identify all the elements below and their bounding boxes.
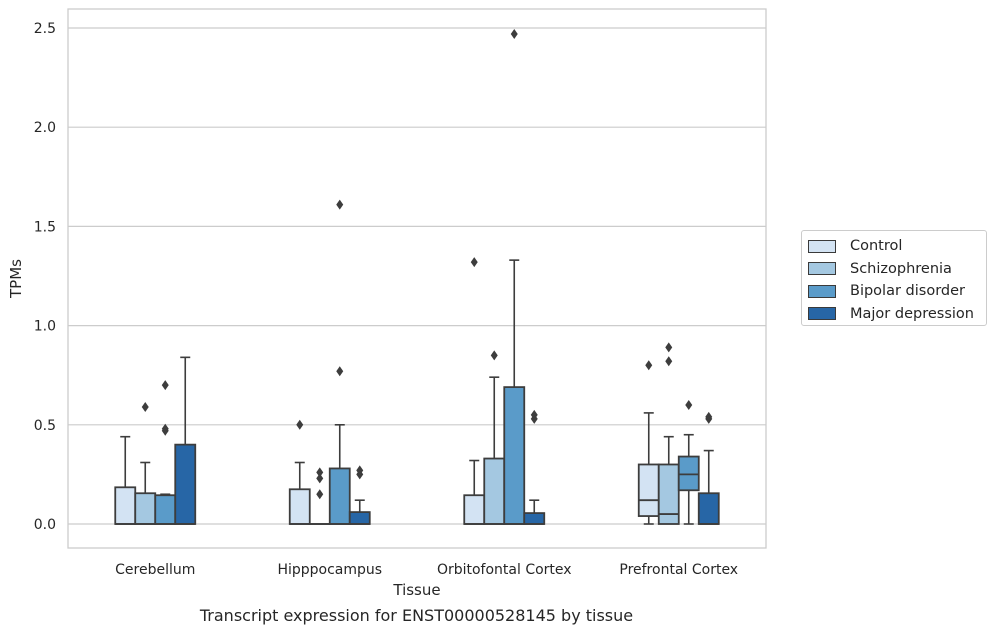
y-axis-label: TPMs <box>7 259 25 299</box>
box-group <box>697 411 720 525</box>
gridlines <box>68 27 766 525</box>
outlier-point <box>470 257 478 268</box>
y-tick-label: 0.0 <box>34 517 56 533</box>
box-group <box>523 409 546 525</box>
outlier-point <box>316 489 324 500</box>
box <box>328 467 351 525</box>
legend-item-schizophrenia: Schizophrenia <box>808 258 986 281</box>
box <box>134 492 157 525</box>
x-tick-label: Cerebellum <box>115 562 195 578</box>
box-group <box>503 28 526 525</box>
legend-label-major-depression: Major depression <box>850 305 974 322</box>
outlier-point <box>665 356 673 367</box>
box <box>677 455 700 492</box>
legend-label-bipolar: Bipolar disorder <box>850 283 965 300</box>
box <box>114 486 137 525</box>
box-group <box>637 360 660 525</box>
box <box>174 443 197 525</box>
outlier-point <box>665 342 673 353</box>
outlier-point <box>490 350 498 361</box>
x-tick-label: Hipppocampus <box>277 562 382 578</box>
outlier-point <box>685 399 693 410</box>
box-group <box>134 401 157 525</box>
box <box>657 463 680 525</box>
outlier-point <box>161 380 169 391</box>
box-group <box>328 199 351 525</box>
outlier-point <box>296 419 304 430</box>
x-axis-label: Tissue <box>392 581 440 599</box>
outlier-point <box>356 465 364 476</box>
box <box>463 494 486 525</box>
outlier-point <box>530 409 538 420</box>
outlier-point <box>316 467 324 478</box>
box-group <box>657 342 680 525</box>
box-group <box>174 356 197 525</box>
outlier-point <box>645 360 653 371</box>
box <box>503 386 526 525</box>
legend: Control Schizophrenia Bipolar disorder M… <box>801 230 987 326</box>
y-tick-label: 2.5 <box>34 21 56 37</box>
box <box>348 511 371 525</box>
outlier-point <box>510 28 518 39</box>
outlier-point <box>141 401 149 412</box>
box-group <box>308 467 331 525</box>
legend-label-schizophrenia: Schizophrenia <box>850 260 952 277</box>
legend-item-major-depression: Major depression <box>808 303 986 326</box>
legend-item-bipolar: Bipolar disorder <box>808 280 986 303</box>
box <box>637 463 660 517</box>
legend-swatch-schizophrenia <box>808 262 836 276</box>
plot-frame <box>67 8 767 549</box>
x-tick-label: Orbitofontal Cortex <box>437 562 572 578</box>
outlier-point <box>336 366 344 377</box>
box-group <box>288 419 311 525</box>
boxes <box>114 28 720 525</box>
legend-swatch-bipolar <box>808 284 836 298</box>
y-tick-label: 0.5 <box>34 418 56 434</box>
box <box>523 512 546 525</box>
box <box>697 492 720 525</box>
y-tick-label: 1.5 <box>34 219 56 235</box>
outlier-point <box>161 423 169 434</box>
box-group <box>154 380 177 525</box>
legend-item-control: Control <box>808 235 986 258</box>
y-tick-labels: 0.0 0.5 1.0 1.5 2.0 2.5 <box>34 21 56 533</box>
box-group <box>677 399 700 525</box>
legend-swatch-control <box>808 239 836 253</box>
legend-swatch-major-depression <box>808 307 836 321</box>
box-group <box>348 465 371 525</box>
outlier-point <box>705 411 713 422</box>
outlier-point <box>316 473 324 484</box>
box <box>288 488 311 525</box>
y-tick-label: 1.0 <box>34 319 56 335</box>
box-group <box>114 435 137 525</box>
box-group <box>483 350 506 525</box>
y-tick-label: 2.0 <box>34 120 56 136</box>
box-group <box>463 257 486 525</box>
outlier-point <box>336 199 344 210</box>
box <box>154 494 177 525</box>
x-tick-label: Prefrontal Cortex <box>619 562 738 578</box>
box <box>483 457 506 525</box>
legend-label-control: Control <box>850 238 903 255</box>
chart-caption: Transcript expression for ENST0000052814… <box>199 606 634 625</box>
x-tick-labels: Cerebellum Hipppocampus Orbitofontal Corte… <box>115 562 738 578</box>
